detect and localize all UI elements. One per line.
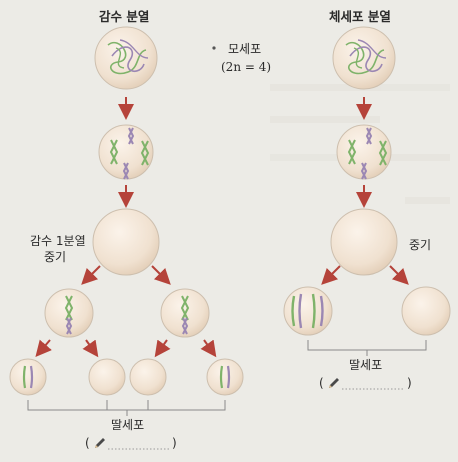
mitosis-blank-close-paren: ) xyxy=(407,376,412,390)
pencil-icon xyxy=(95,438,105,448)
meiosis-arrow-5 xyxy=(35,339,52,358)
mitosis-mother-cell xyxy=(332,26,396,90)
mitosis-daughter-cell-left xyxy=(283,286,333,336)
mitosis-daughter-cell-right xyxy=(401,286,451,336)
meiosis-2-cell-right xyxy=(160,288,210,338)
meiosis-daughter-cell-4 xyxy=(206,358,244,396)
meiosis-daughter-cell-3 xyxy=(129,358,167,396)
mitosis-stage-label: 중기 xyxy=(409,238,432,252)
meiosis-blank-close-paren: ) xyxy=(172,436,177,450)
meiosis-mother-cell xyxy=(94,26,158,90)
meiosis-blank-open-paren: ( xyxy=(85,436,90,450)
mitosis-blank-open-paren: ( xyxy=(319,376,324,390)
meiosis-title: 감수 분열 xyxy=(99,9,150,24)
meiosis-daughter-label: 딸세포 xyxy=(111,418,145,432)
ploidy-label: (2n = 4) xyxy=(221,60,272,74)
meiosis-daughter-cell-1 xyxy=(9,358,47,396)
mitosis-replicated-cell xyxy=(336,124,392,180)
mitosis-title: 체세포 분열 xyxy=(329,9,391,24)
meiosis-1-stage-label-line2: 중기 xyxy=(44,250,67,264)
pencil-icon xyxy=(329,378,339,388)
meiosis-arrow-7 xyxy=(154,339,171,358)
meiosis-blank-pencil-icon[interactable] xyxy=(93,436,107,453)
meiosis-daughter-bracket xyxy=(27,400,226,416)
meiosis-1-stage-label-line1: 감수 1분열 xyxy=(30,234,86,248)
mitosis-daughter-label: 딸세포 xyxy=(349,358,383,372)
meiosis-arrow-6 xyxy=(82,339,99,358)
meiosis-arrow-4 xyxy=(151,265,171,285)
meiosis-replicated-cell xyxy=(98,124,154,180)
mitosis-arrow-3 xyxy=(321,265,341,285)
mitosis-metaphase-cell xyxy=(330,208,398,276)
meiosis-2-cell-left xyxy=(44,288,94,338)
meiosis-daughter-cell-2 xyxy=(88,358,126,396)
mother-cell-label: 모세포 xyxy=(228,42,262,56)
meiosis-arrow-8 xyxy=(200,339,217,358)
mother-cell-legend-dot xyxy=(212,46,216,50)
mitosis-blank-pencil-icon[interactable] xyxy=(327,376,341,393)
meiosis-1-metaphase-cell xyxy=(92,208,160,276)
mitosis-daughter-bracket xyxy=(307,340,427,356)
mitosis-arrow-4 xyxy=(389,265,409,285)
meiosis-arrow-3 xyxy=(81,265,101,285)
